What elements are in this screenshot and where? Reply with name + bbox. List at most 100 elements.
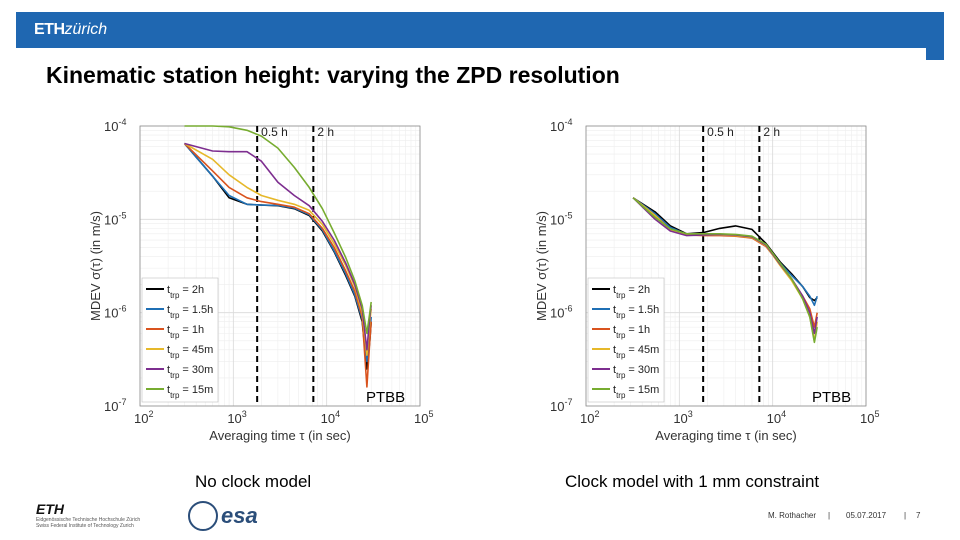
legend-subscript: trp — [616, 351, 626, 360]
y-tick-label: 10-7 — [550, 397, 572, 414]
legend-label: ttrp = 45m — [167, 344, 213, 360]
legend-subscript: trp — [170, 291, 180, 300]
legend-label: ttrp = 1h — [167, 324, 204, 340]
x-tick-base: 10 — [580, 411, 594, 426]
legend-name: t — [613, 304, 616, 316]
x-tick-label: 104 — [321, 409, 340, 426]
x-tick-exponent: 4 — [781, 409, 786, 419]
legend-name: t — [167, 284, 170, 296]
x-tick-base: 10 — [673, 411, 687, 426]
legend-name: t — [167, 364, 170, 376]
y-tick-exponent: -6 — [564, 304, 572, 314]
legend-suffix: = 1h — [182, 324, 204, 336]
series-line — [184, 125, 372, 335]
header-bar — [16, 12, 944, 48]
y-tick-base: 10 — [104, 119, 118, 134]
legend-box — [587, 277, 665, 403]
legend-name: t — [613, 324, 616, 336]
caption-right: Clock model with 1 mm constraint — [565, 472, 820, 491]
legend-label: ttrp = 45m — [613, 344, 659, 360]
logo-zurich: zürich — [64, 21, 108, 38]
y-tick-base: 10 — [104, 212, 118, 227]
legend-name: t — [167, 344, 170, 356]
x-tick-exponent: 3 — [242, 409, 247, 419]
x-tick-exponent: 5 — [428, 409, 433, 419]
legend-label: ttrp = 15m — [167, 384, 213, 400]
x-tick-exponent: 4 — [335, 409, 340, 419]
reference-line-label: 2 h — [763, 125, 780, 139]
header-accent — [926, 48, 944, 60]
legend-label: ttrp = 2h — [613, 284, 650, 300]
x-tick-label: 102 — [580, 409, 599, 426]
esa-wordmark: esa — [221, 503, 258, 528]
reference-line-label: 0.5 h — [707, 125, 734, 139]
caption-left: No clock model — [195, 472, 312, 491]
y-tick-base: 10 — [550, 306, 564, 321]
reference-line-label: 0.5 h — [261, 125, 288, 139]
x-tick-exponent: 5 — [874, 409, 879, 419]
eth-zurich-logo: ETHzürich — [34, 19, 107, 41]
y-tick-label: 10-4 — [104, 117, 126, 134]
legend-suffix: = 1.5h — [182, 304, 213, 316]
x-tick-exponent: 2 — [148, 409, 153, 419]
y-tick-base: 10 — [550, 119, 564, 134]
legend-subscript: trp — [616, 311, 626, 320]
series-line — [184, 142, 372, 351]
legend-label: ttrp = 1.5h — [167, 304, 213, 320]
legend-subscript: trp — [616, 391, 626, 400]
legend-label: ttrp = 15m — [613, 384, 659, 400]
legend-subscript: trp — [170, 351, 180, 360]
y-tick-label: 10-7 — [104, 397, 126, 414]
legend-name: t — [613, 364, 616, 376]
x-tick-exponent: 2 — [594, 409, 599, 419]
legend-suffix: = 1.5h — [628, 304, 659, 316]
legend-subscript: trp — [170, 391, 180, 400]
legend-suffix: = 1h — [628, 324, 650, 336]
y-tick-label: 10-6 — [104, 304, 126, 321]
y-tick-label: 10-5 — [550, 210, 572, 227]
y-tick-exponent: -4 — [118, 117, 126, 127]
series-line — [183, 142, 372, 388]
x-tick-label: 105 — [860, 409, 879, 426]
x-tick-label: 103 — [673, 409, 692, 426]
station-annotation: PTBB — [812, 389, 851, 406]
footer-separator: | — [828, 511, 831, 520]
station-annotation: PTBB — [366, 389, 405, 406]
legend-subscript: trp — [616, 331, 626, 340]
legend-suffix: = 15m — [182, 384, 213, 396]
legend-suffix: = 15m — [628, 384, 659, 396]
legend-subscript: trp — [616, 291, 626, 300]
esa-ring-icon — [188, 501, 218, 531]
y-tick-label: 10-4 — [550, 117, 572, 134]
y-tick-exponent: -4 — [564, 117, 572, 127]
legend-label: ttrp = 30m — [613, 364, 659, 380]
logo-eth: ETH — [34, 21, 65, 38]
esa-logo: esa — [188, 501, 258, 531]
legend-suffix: = 30m — [628, 364, 659, 376]
y-tick-label: 10-6 — [550, 304, 572, 321]
plot-frame — [139, 125, 421, 407]
y-tick-base: 10 — [104, 399, 118, 414]
eth-sub-line-2: Swiss Federal Institute of Technology Zu… — [36, 523, 134, 529]
x-tick-label: 103 — [227, 409, 246, 426]
x-axis-label: Averaging time τ (in sec) — [655, 428, 796, 443]
y-tick-exponent: -5 — [564, 210, 572, 220]
footer-author: M. Rothacher — [768, 511, 817, 520]
x-tick-label: 104 — [767, 409, 786, 426]
footer-date: 05.07.2017 — [846, 511, 887, 520]
x-tick-base: 10 — [227, 411, 241, 426]
y-tick-label: 10-5 — [104, 210, 126, 227]
y-tick-exponent: -7 — [564, 397, 572, 407]
legend-label: ttrp = 1.5h — [613, 304, 659, 320]
y-tick-base: 10 — [104, 306, 118, 321]
legend-name: t — [613, 284, 616, 296]
legend-suffix: = 30m — [182, 364, 213, 376]
eth-footer-logo: ETH — [36, 501, 80, 521]
eth-footer-subtitle: Eidgenössische Technische Hochschule Zür… — [36, 517, 176, 529]
x-tick-base: 10 — [321, 411, 335, 426]
footer-separator: | — [904, 511, 907, 520]
page-title: Kinematic station height: varying the ZP… — [46, 62, 620, 88]
x-tick-label: 105 — [414, 409, 433, 426]
x-tick-base: 10 — [860, 411, 874, 426]
